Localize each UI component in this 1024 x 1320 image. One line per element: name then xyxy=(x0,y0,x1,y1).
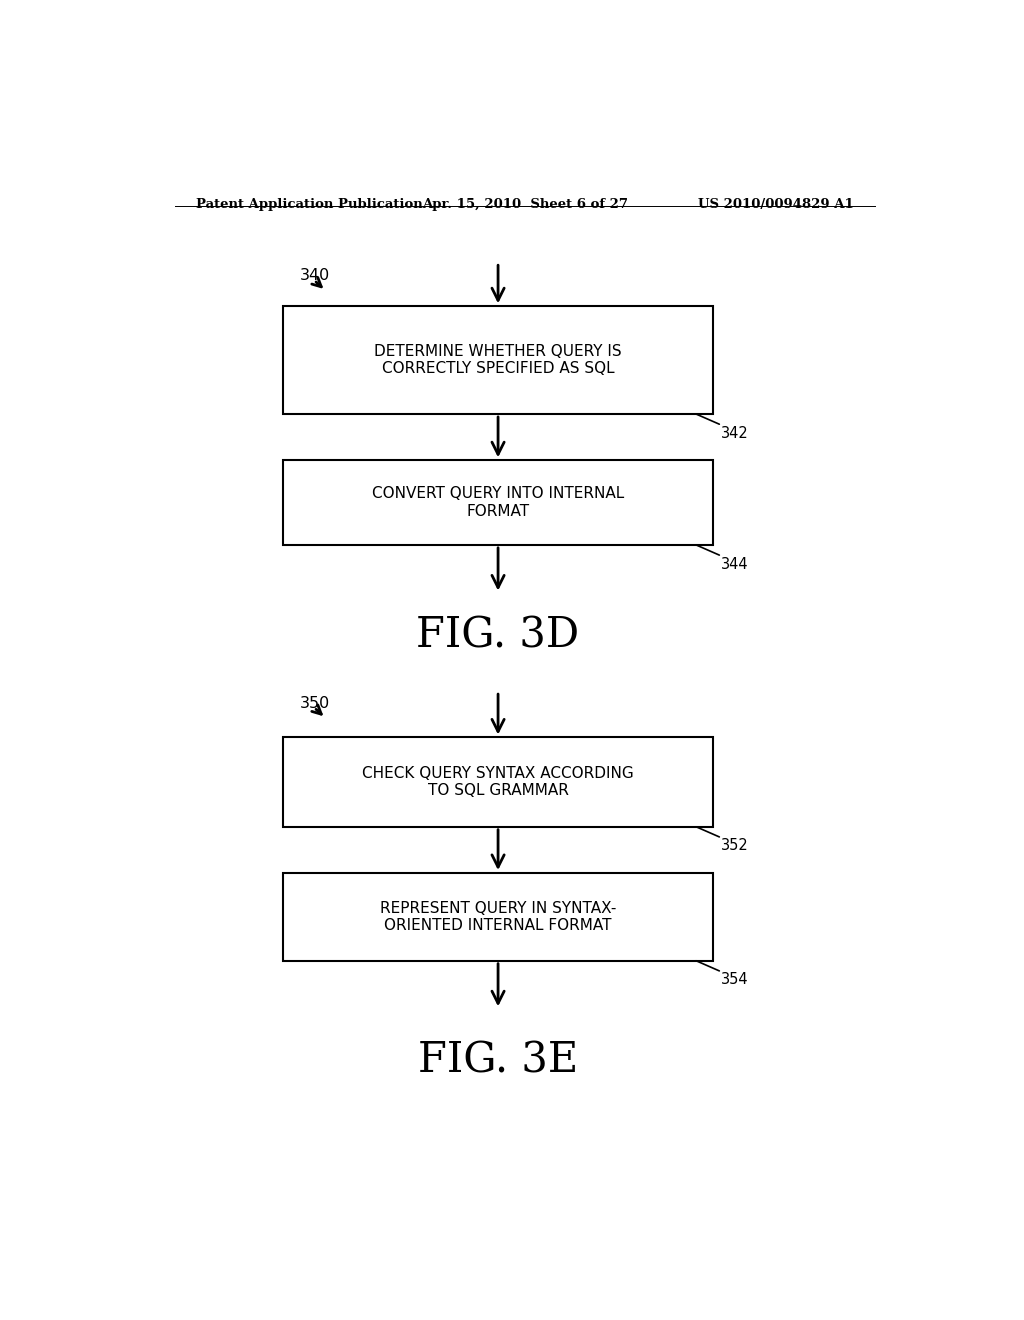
Text: DETERMINE WHETHER QUERY IS
CORRECTLY SPECIFIED AS SQL: DETERMINE WHETHER QUERY IS CORRECTLY SPE… xyxy=(374,345,622,376)
Text: Apr. 15, 2010  Sheet 6 of 27: Apr. 15, 2010 Sheet 6 of 27 xyxy=(422,198,628,211)
Text: 344: 344 xyxy=(721,557,749,572)
FancyBboxPatch shape xyxy=(283,873,713,961)
Text: US 2010/0094829 A1: US 2010/0094829 A1 xyxy=(697,198,853,211)
Text: 354: 354 xyxy=(721,973,749,987)
FancyBboxPatch shape xyxy=(283,306,713,414)
FancyBboxPatch shape xyxy=(283,461,713,545)
Text: 342: 342 xyxy=(721,426,749,441)
Text: 352: 352 xyxy=(721,838,749,854)
Text: REPRESENT QUERY IN SYNTAX-
ORIENTED INTERNAL FORMAT: REPRESENT QUERY IN SYNTAX- ORIENTED INTE… xyxy=(380,900,616,933)
Text: 340: 340 xyxy=(300,268,331,282)
Text: 350: 350 xyxy=(300,696,331,711)
Text: FIG. 3D: FIG. 3D xyxy=(417,615,580,657)
Text: Patent Application Publication: Patent Application Publication xyxy=(197,198,423,211)
Text: CONVERT QUERY INTO INTERNAL
FORMAT: CONVERT QUERY INTO INTERNAL FORMAT xyxy=(372,486,625,519)
Text: FIG. 3E: FIG. 3E xyxy=(418,1040,579,1082)
Text: CHECK QUERY SYNTAX ACCORDING
TO SQL GRAMMAR: CHECK QUERY SYNTAX ACCORDING TO SQL GRAM… xyxy=(362,766,634,799)
FancyBboxPatch shape xyxy=(283,738,713,826)
